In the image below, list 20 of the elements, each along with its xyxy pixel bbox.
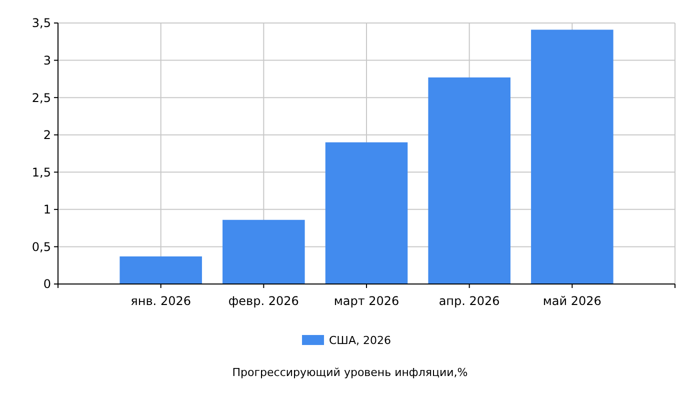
legend-label: США, 2026 bbox=[329, 334, 391, 347]
y-tick-label: 1,5 bbox=[32, 165, 51, 180]
y-tick-label: 0,5 bbox=[32, 240, 51, 254]
y-tick-label: 3,5 bbox=[32, 16, 51, 30]
x-tick-label: февр. 2026 bbox=[228, 294, 299, 308]
y-tick-label: 0 bbox=[43, 277, 51, 292]
y-tick-label: 2,5 bbox=[32, 90, 51, 105]
x-tick-label: янв. 2026 bbox=[130, 294, 191, 308]
bar bbox=[222, 220, 305, 284]
x-tick-label: март 2026 bbox=[334, 294, 400, 308]
text: Прогрессирующий уровень инфляции,% bbox=[232, 366, 468, 379]
x-tick-label: май 2026 bbox=[542, 294, 602, 308]
bar bbox=[325, 142, 408, 284]
y-tick-label: 2 bbox=[43, 128, 51, 142]
y-tick-label: 1 bbox=[43, 202, 51, 217]
y-tick-label: 3 bbox=[43, 53, 51, 68]
bar bbox=[531, 30, 614, 284]
bar bbox=[428, 77, 510, 284]
x-tick-label: апр. 2026 bbox=[438, 294, 500, 308]
bar bbox=[120, 256, 202, 284]
